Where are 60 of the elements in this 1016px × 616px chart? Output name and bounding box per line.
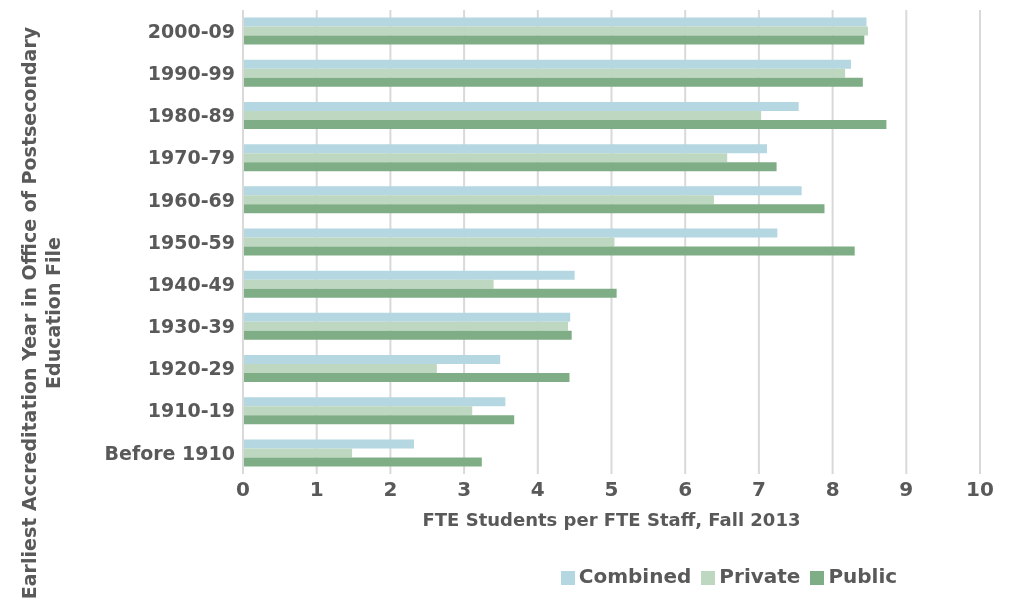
- x-tick-label: 1: [309, 477, 324, 502]
- y-tick-label: 1920-29: [147, 357, 235, 380]
- bar: [243, 415, 515, 425]
- y-tick-label: 1910-19: [147, 399, 235, 422]
- x-tick-label: 6: [678, 477, 693, 502]
- bar: [243, 237, 615, 247]
- bar: [243, 397, 506, 407]
- bar: [243, 228, 778, 238]
- x-tick-label: 0: [236, 477, 250, 502]
- y-tick-label: 1930-39: [147, 315, 235, 338]
- x-tick-label: 9: [899, 477, 914, 502]
- bar: [243, 439, 414, 449]
- bar: [243, 17, 867, 27]
- bar: [243, 153, 728, 163]
- bar: [243, 110, 762, 120]
- bar: [243, 288, 617, 298]
- bar: [243, 406, 473, 416]
- y-tick-label: 1950-59: [147, 230, 235, 253]
- x-tick-label: 7: [751, 477, 766, 502]
- bar: [243, 246, 855, 256]
- bar: [243, 204, 825, 214]
- bar: [243, 77, 863, 87]
- bar: [243, 59, 852, 69]
- y-tick-label: 1990-99: [147, 62, 235, 85]
- x-tick-label: 3: [457, 477, 472, 502]
- legend-label: Public: [828, 564, 898, 588]
- y-tick-label: 2000-09: [147, 19, 235, 42]
- x-tick-label: 8: [825, 477, 840, 502]
- bar: [243, 448, 353, 458]
- x-tick-label: 2: [383, 477, 398, 502]
- bar: [243, 186, 802, 196]
- bar: [243, 144, 768, 154]
- y-tick-label: 1980-89: [147, 104, 235, 127]
- bar: [243, 26, 868, 36]
- bar: [243, 355, 501, 365]
- bar: [243, 321, 569, 331]
- bar: [243, 162, 777, 172]
- x-tick-label: 5: [604, 477, 619, 502]
- bar: [243, 68, 846, 78]
- legend-label: Private: [719, 564, 801, 588]
- bar: [243, 195, 714, 205]
- y-axis-title: Earliest Accreditation Year in Office of Postsecondary Education File: [18, 26, 64, 600]
- bar: [243, 330, 572, 340]
- y-tick-label: Before 1910: [104, 441, 235, 464]
- bar: [243, 364, 437, 374]
- bar: [243, 119, 887, 129]
- legend-label: Combined: [578, 564, 692, 588]
- bar: [243, 35, 865, 45]
- bar: [243, 312, 571, 322]
- x-tick-label: 4: [530, 477, 545, 502]
- y-tick-label: 1940-49: [147, 272, 235, 295]
- bar: [243, 270, 575, 280]
- y-tick-label: 1970-79: [147, 146, 235, 169]
- x-axis-title: FTE Students per FTE Staff, Fall 2013: [422, 509, 801, 530]
- x-tick-label: 10: [966, 477, 994, 502]
- bar: [243, 101, 799, 111]
- bar: [243, 457, 482, 467]
- y-tick-label: 1960-69: [147, 188, 235, 211]
- bar: [243, 279, 494, 289]
- bar: [243, 373, 570, 383]
